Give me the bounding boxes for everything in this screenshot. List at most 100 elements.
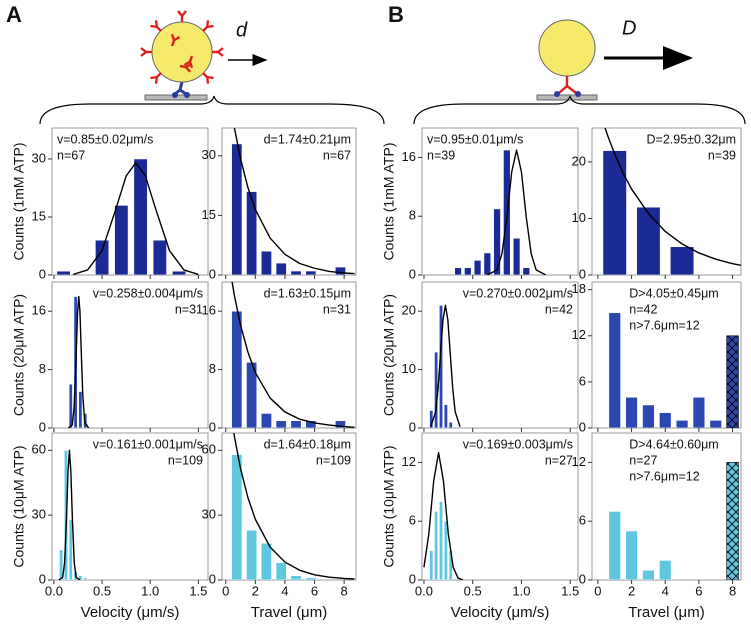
annotation: D>4.05±0.45μm <box>629 286 718 300</box>
plot-frame <box>51 432 209 581</box>
bar <box>443 520 448 580</box>
y-tick-label: 30 <box>32 150 46 165</box>
x-tick-label: 6 <box>695 583 702 598</box>
bar <box>608 511 621 580</box>
histogram: 0 8 16 d=1.63±0.15μm n=31 <box>202 281 357 434</box>
y-tick-label: 15 <box>202 207 216 222</box>
plot-frame <box>221 281 357 429</box>
y-tick-label: 0 <box>209 571 216 586</box>
bar <box>483 252 492 275</box>
bar <box>133 158 148 275</box>
bar <box>512 237 521 275</box>
annotation: d=1.74±0.21μm <box>264 132 351 146</box>
annotation: D=2.95±0.32μm <box>647 132 736 146</box>
y-tick-label: 18 <box>572 281 586 296</box>
bar <box>334 420 346 428</box>
x-tick-label: 0 <box>222 583 229 598</box>
bar <box>692 396 706 428</box>
bar <box>636 206 661 275</box>
x-tick-label: 6 <box>311 583 318 598</box>
annotation: n>7.6μm=12 <box>629 318 699 332</box>
annotation: v=0.270±0.002μm/s <box>463 286 573 300</box>
bar <box>260 250 272 275</box>
bar <box>275 562 287 580</box>
fit-curve <box>72 162 199 275</box>
x-axis-label: Travel (μm) <box>251 604 327 621</box>
y-tick-label: 0 <box>409 571 416 586</box>
x-tick-label: 2 <box>252 583 259 598</box>
y-tick-label: 0 <box>209 266 216 281</box>
bar <box>172 270 187 275</box>
x-axis-label: Velocity (μm/s) <box>451 604 550 621</box>
bar <box>114 205 129 275</box>
annotation: n=109 <box>168 453 203 467</box>
histogram: 0 6 12 18 D>4.05±0.45μm n=42 n>7.6μm=12 <box>572 281 742 434</box>
y-tick-label: 8 <box>409 208 416 223</box>
bar <box>305 270 317 275</box>
bar <box>602 150 627 275</box>
schematic-b: D <box>413 17 746 125</box>
annotation: n=42 <box>545 302 573 316</box>
bar <box>522 267 531 275</box>
bar <box>675 420 689 428</box>
fit-curve <box>233 433 355 580</box>
fit-curve <box>604 128 741 267</box>
y-tick-label: 12 <box>572 454 586 469</box>
bar <box>290 270 302 275</box>
y-tick-label: 6 <box>579 373 586 388</box>
annotation: v=0.161±0.001μm/s <box>93 437 203 451</box>
y-axis-label: Counts (1mM ATP) <box>11 143 27 261</box>
x-axis-label: Velocity (μm/s) <box>81 604 180 621</box>
bar <box>260 413 272 428</box>
annotation: n>7.6μm=12 <box>629 469 699 483</box>
x-tick-label: 0.0 <box>45 583 63 598</box>
bar <box>231 310 243 428</box>
bar <box>275 262 287 275</box>
annotation: n=31 <box>175 302 203 316</box>
y-tick-label: 16 <box>202 303 216 318</box>
bar <box>439 501 444 580</box>
y-tick-label: 10 <box>572 210 586 225</box>
annotation: d=1.64±0.18μm <box>264 437 351 451</box>
y-tick-label: 0 <box>579 419 586 434</box>
bar <box>290 420 302 428</box>
bar <box>493 208 501 275</box>
bar <box>231 454 243 580</box>
y-tick-label: 8 <box>39 361 46 376</box>
y-tick-label: 12 <box>572 327 586 342</box>
y-tick-label: 0 <box>209 419 216 434</box>
annotation: n=109 <box>316 453 351 467</box>
histogram: 0 30 60 0.0 0.5 1.0 1.5 Velocity (μm/s) Counts (… <box>11 432 209 621</box>
annotation: v=0.258±0.004μm/s <box>93 286 203 300</box>
y-tick-label: 10 <box>402 361 416 376</box>
y-tick-label: 20 <box>572 153 586 168</box>
fit-curve <box>486 149 547 275</box>
bar <box>56 270 71 275</box>
x-tick-label: 1.0 <box>141 583 159 598</box>
y-tick-label: 16 <box>32 303 46 318</box>
annotation: n=27 <box>629 453 657 467</box>
fit-curve <box>231 282 355 428</box>
annotation: n=67 <box>323 148 351 162</box>
plot-frame <box>51 281 209 429</box>
x-tick-label: 2 <box>628 583 635 598</box>
bar <box>290 575 302 580</box>
fit-curve <box>58 449 81 580</box>
bar <box>659 560 672 580</box>
y-tick-label: 6 <box>579 513 586 528</box>
bar <box>608 312 621 428</box>
y-tick-label: 0 <box>39 571 46 586</box>
annotation: v=0.85±0.02μm/s <box>57 132 153 146</box>
x-tick-label: 0.5 <box>93 583 111 598</box>
fit-curve <box>423 451 464 580</box>
y-tick-label: 0 <box>409 419 416 434</box>
annotation: n=31 <box>323 302 351 316</box>
annotation: d=1.63±0.15μm <box>264 286 351 300</box>
annotation: n=67 <box>57 148 85 162</box>
bar <box>334 266 346 275</box>
bar <box>669 246 695 275</box>
bar <box>305 420 317 428</box>
histogram: 0 8 16 Counts (20μM ATP) v=0.258±0.004μm/s n=… <box>11 281 209 434</box>
y-axis-label: Counts (20μM ATP) <box>11 294 27 416</box>
